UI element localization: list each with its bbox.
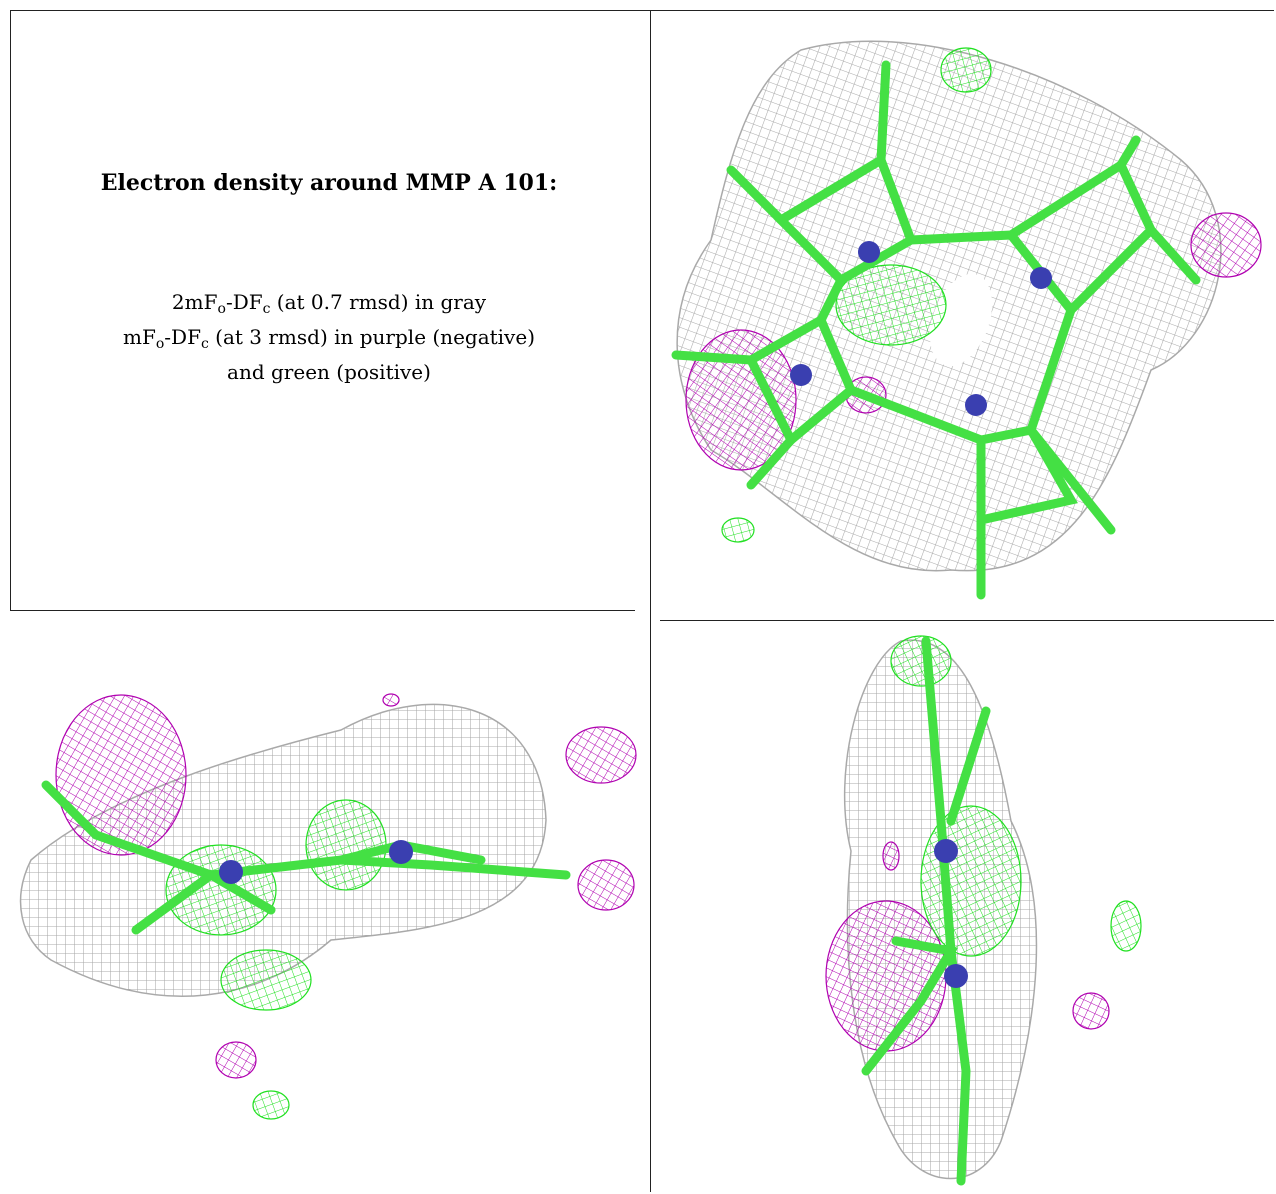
density-view-side-vertical-image	[825, 635, 1142, 1186]
table-border-middle	[650, 10, 651, 1192]
caption-cell: Electron density around MMP A 101: 2mFo-…	[10, 10, 648, 616]
caption-line-1: 2mFo-DFc (at 0.7 rmsd) in gray	[171, 290, 487, 317]
caption-title: Electron density around MMP A 101:	[100, 170, 558, 196]
table-border-left	[10, 10, 11, 610]
density-view-top	[651, 10, 1274, 610]
figure-table: Electron density around MMP A 101: 2mFo-…	[10, 10, 1274, 1192]
table-border-row-right	[660, 620, 1274, 621]
density-view-top-image	[671, 40, 1262, 600]
table-border-row	[10, 610, 635, 611]
caption-line-2: mFo-DFc (at 3 rmsd) in purple (negative)	[123, 325, 535, 352]
table-border-top	[10, 10, 1274, 11]
density-view-side-horizontal-image	[19, 693, 637, 1120]
density-view-side-vertical	[651, 621, 1274, 1192]
caption-line-3: and green (positive)	[227, 360, 431, 384]
caption-text: 2mFo-DFc (at 0.7 rmsd) in gray mFo-DFc (…	[10, 288, 648, 386]
density-view-side-horizontal	[11, 620, 646, 1192]
